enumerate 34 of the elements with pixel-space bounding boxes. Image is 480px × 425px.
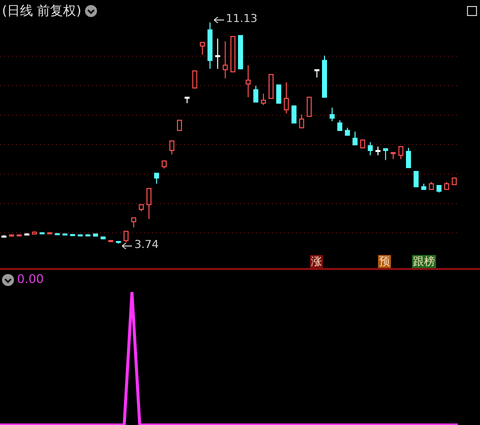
candlestick	[306, 96, 312, 117]
candlestick	[352, 131, 358, 146]
candlestick	[383, 148, 388, 161]
candlestick	[368, 142, 373, 156]
candlestick	[146, 188, 152, 220]
candlestick	[215, 38, 220, 70]
candlestick	[414, 170, 419, 188]
annotation: 11.13	[226, 12, 258, 26]
candlestick	[398, 146, 404, 160]
chart-title: (日线 前复权)	[2, 4, 82, 19]
candlestick	[260, 93, 266, 106]
candlestick	[276, 84, 282, 104]
chart-title: 0.00	[17, 272, 44, 286]
candlestick	[337, 120, 342, 131]
candlestick	[192, 70, 198, 88]
candlestick	[246, 64, 251, 98]
candlestick	[253, 85, 258, 103]
candlestick	[291, 105, 296, 124]
text: 涨	[310, 255, 323, 268]
text: 跟榜	[412, 255, 436, 268]
candlestick	[222, 40, 228, 79]
candlestick	[154, 172, 160, 184]
candlestick	[330, 107, 335, 122]
candlestick	[406, 147, 411, 168]
candlestick	[268, 74, 274, 99]
candlestick	[176, 120, 182, 131]
annotation: 3.74	[134, 238, 159, 252]
candlestick	[200, 42, 205, 56]
text: 预	[378, 255, 391, 268]
candlestick	[299, 114, 304, 128]
candlestick	[169, 140, 174, 155]
candlestick	[124, 230, 129, 243]
candlestick	[131, 217, 136, 228]
candlestick	[284, 82, 289, 114]
